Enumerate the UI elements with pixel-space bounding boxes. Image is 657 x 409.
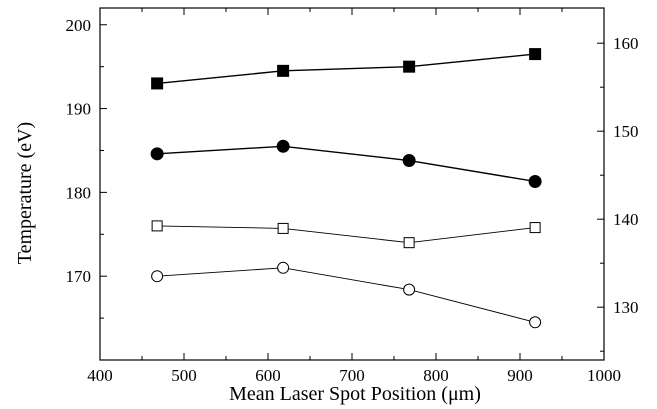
y-left-tick-label: 170 — [66, 267, 92, 286]
x-tick-label: 700 — [339, 366, 365, 385]
y-right-tick-label: 150 — [613, 122, 639, 141]
data-point — [277, 64, 290, 77]
x-tick-label: 800 — [423, 366, 449, 385]
series-filled-square — [151, 48, 542, 90]
series-line — [157, 267, 536, 323]
y-right-tick-label: 160 — [613, 34, 639, 53]
data-point — [150, 147, 164, 161]
y-right-tick-label: 140 — [613, 210, 639, 229]
data-point — [151, 77, 164, 90]
y-axis-title: Temperature (eV) — [14, 122, 36, 264]
data-point — [402, 154, 416, 168]
series-layer — [150, 48, 542, 329]
x-axis-title: Mean Laser Spot Position (μm) — [229, 383, 481, 405]
data-point — [403, 237, 415, 249]
data-point — [529, 48, 542, 61]
series-filled-circle — [150, 139, 542, 188]
series-line — [157, 225, 536, 244]
data-point — [151, 270, 164, 283]
series-line — [157, 145, 536, 183]
y-right-tick-label: 130 — [613, 298, 639, 317]
y-left-tick-label: 190 — [66, 100, 92, 119]
data-point — [403, 283, 416, 296]
y-left-tick-label: 180 — [66, 183, 92, 202]
data-point — [276, 139, 290, 153]
data-point — [528, 174, 542, 188]
x-tick-label: 1000 — [587, 366, 621, 385]
data-point — [151, 220, 163, 232]
data-point — [403, 60, 416, 73]
series-line — [157, 53, 536, 85]
x-tick-label: 600 — [255, 366, 281, 385]
data-point — [529, 222, 541, 234]
series-open-square — [151, 220, 541, 249]
series-open-circle — [151, 261, 542, 329]
axes — [99, 7, 605, 361]
data-point — [277, 261, 290, 274]
y-left-tick-label: 200 — [66, 16, 92, 35]
x-tick-label: 900 — [507, 366, 533, 385]
x-tick-label: 400 — [87, 366, 113, 385]
x-tick-label: 500 — [171, 366, 197, 385]
data-point — [529, 316, 542, 329]
data-point — [277, 222, 289, 234]
tick-labels: 400 500 600 700 800 900 1000 170 180 190 200 130 140… — [66, 16, 639, 385]
plot-frame — [99, 7, 605, 361]
